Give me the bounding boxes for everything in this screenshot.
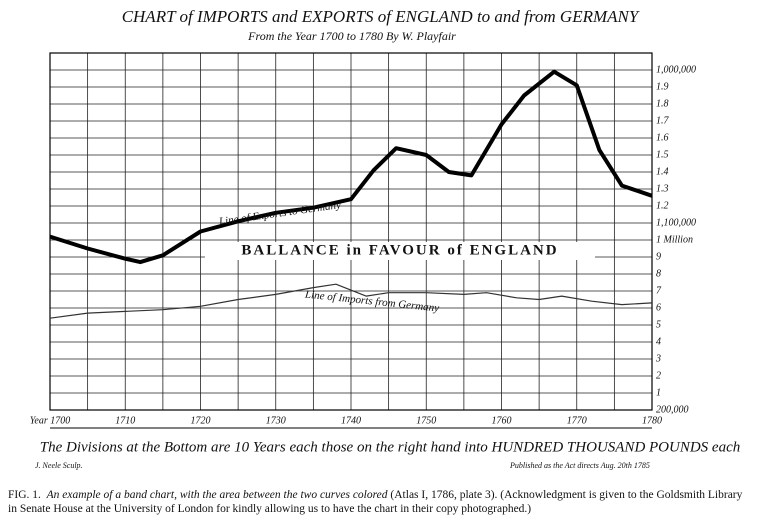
series-line (49, 283, 653, 319)
annotation: BALLANCE in FAVOUR of ENGLAND (241, 242, 558, 258)
y-tick-label: 1.4 (656, 166, 669, 177)
bottom-note: The Divisions at the Bottom are 10 Years… (40, 439, 741, 455)
publication: Published as the Act directs Aug. 20th 1… (509, 461, 650, 470)
caption-italic: An example of a band chart, with the are… (46, 489, 388, 501)
engraver: J. Neele Sculp. (35, 461, 83, 470)
x-tick-label: 1710 (115, 415, 135, 426)
x-tick-label: 1740 (341, 415, 361, 426)
y-tick-label: 7 (656, 285, 662, 296)
x-tick-label: 1770 (567, 415, 587, 426)
caption-rest: (Atlas I, 1786, plate 3). (Acknowledgmen… (8, 489, 743, 515)
y-tick-label: 1,000,000 (656, 64, 696, 75)
chart-title: CHART of IMPORTS and EXPORTS of ENGLAND … (122, 7, 640, 26)
y-tick-label: 8 (656, 268, 661, 279)
x-tick-label: 1720 (191, 415, 211, 426)
y-tick-label: 3 (655, 353, 661, 364)
caption: FIG. 1. An example of a band chart, with… (8, 488, 750, 516)
y-tick-label: 1.3 (656, 183, 669, 194)
y-tick-label: 1 (656, 387, 661, 398)
y-tick-label: 1.2 (656, 200, 669, 211)
caption-label: FIG. 1. (8, 489, 41, 501)
x-tick-label: 1760 (492, 415, 512, 426)
y-tick-label: 9 (656, 251, 661, 262)
annotation-bg (205, 242, 595, 260)
chart: CHART of IMPORTS and EXPORTS of ENGLAND … (30, 7, 741, 470)
x-tick-label: 1750 (416, 415, 436, 426)
y-tick-label: 2 (656, 370, 661, 381)
y-tick-label: 1 Million (656, 234, 693, 245)
y-tick-label: 1.8 (656, 98, 669, 109)
chart-subtitle: From the Year 1700 to 1780 By W. Playfai… (247, 29, 456, 43)
plot-frame (49, 52, 653, 411)
y-tick-label: 1.9 (656, 81, 669, 92)
y-tick-label: 1.6 (656, 132, 669, 143)
x-tick-label: 1780 (642, 415, 662, 426)
y-tick-label: 1,100,000 (656, 217, 696, 228)
series-line (49, 69, 653, 265)
y-tick-label: 5 (656, 319, 661, 330)
y-tick-label: 200,000 (656, 404, 689, 415)
series-label: Line of Exports to Germany (217, 199, 341, 228)
y-tick-label: 1.5 (656, 149, 669, 160)
x-tick-label: 1730 (266, 415, 286, 426)
y-tick-label: 1.7 (656, 115, 670, 126)
y-tick-label: 6 (656, 302, 661, 313)
x-tick-label: Year 1700 (30, 415, 70, 426)
y-tick-label: 4 (656, 336, 661, 347)
